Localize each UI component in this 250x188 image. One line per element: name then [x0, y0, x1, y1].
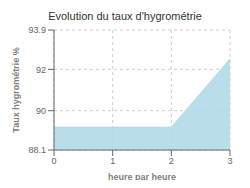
- svg-text:92: 92: [36, 65, 46, 75]
- svg-text:Taux hygrométrie %: Taux hygrométrie %: [11, 47, 21, 132]
- html-text:Evolution du taux d'hygrométri: Evolution du taux d'hygrométrie: [48, 10, 202, 22]
- svg-text:2: 2: [169, 156, 174, 166]
- svg-text:3: 3: [227, 156, 232, 166]
- svg-text:90: 90: [36, 106, 46, 116]
- svg-text:88.1: 88.1: [28, 145, 46, 155]
- svg-text:93.9: 93.9: [28, 25, 46, 35]
- svg-text:0: 0: [51, 156, 56, 166]
- svg-text:1: 1: [110, 156, 115, 166]
- svg-text:heure par heure: heure par heure: [108, 172, 176, 180]
